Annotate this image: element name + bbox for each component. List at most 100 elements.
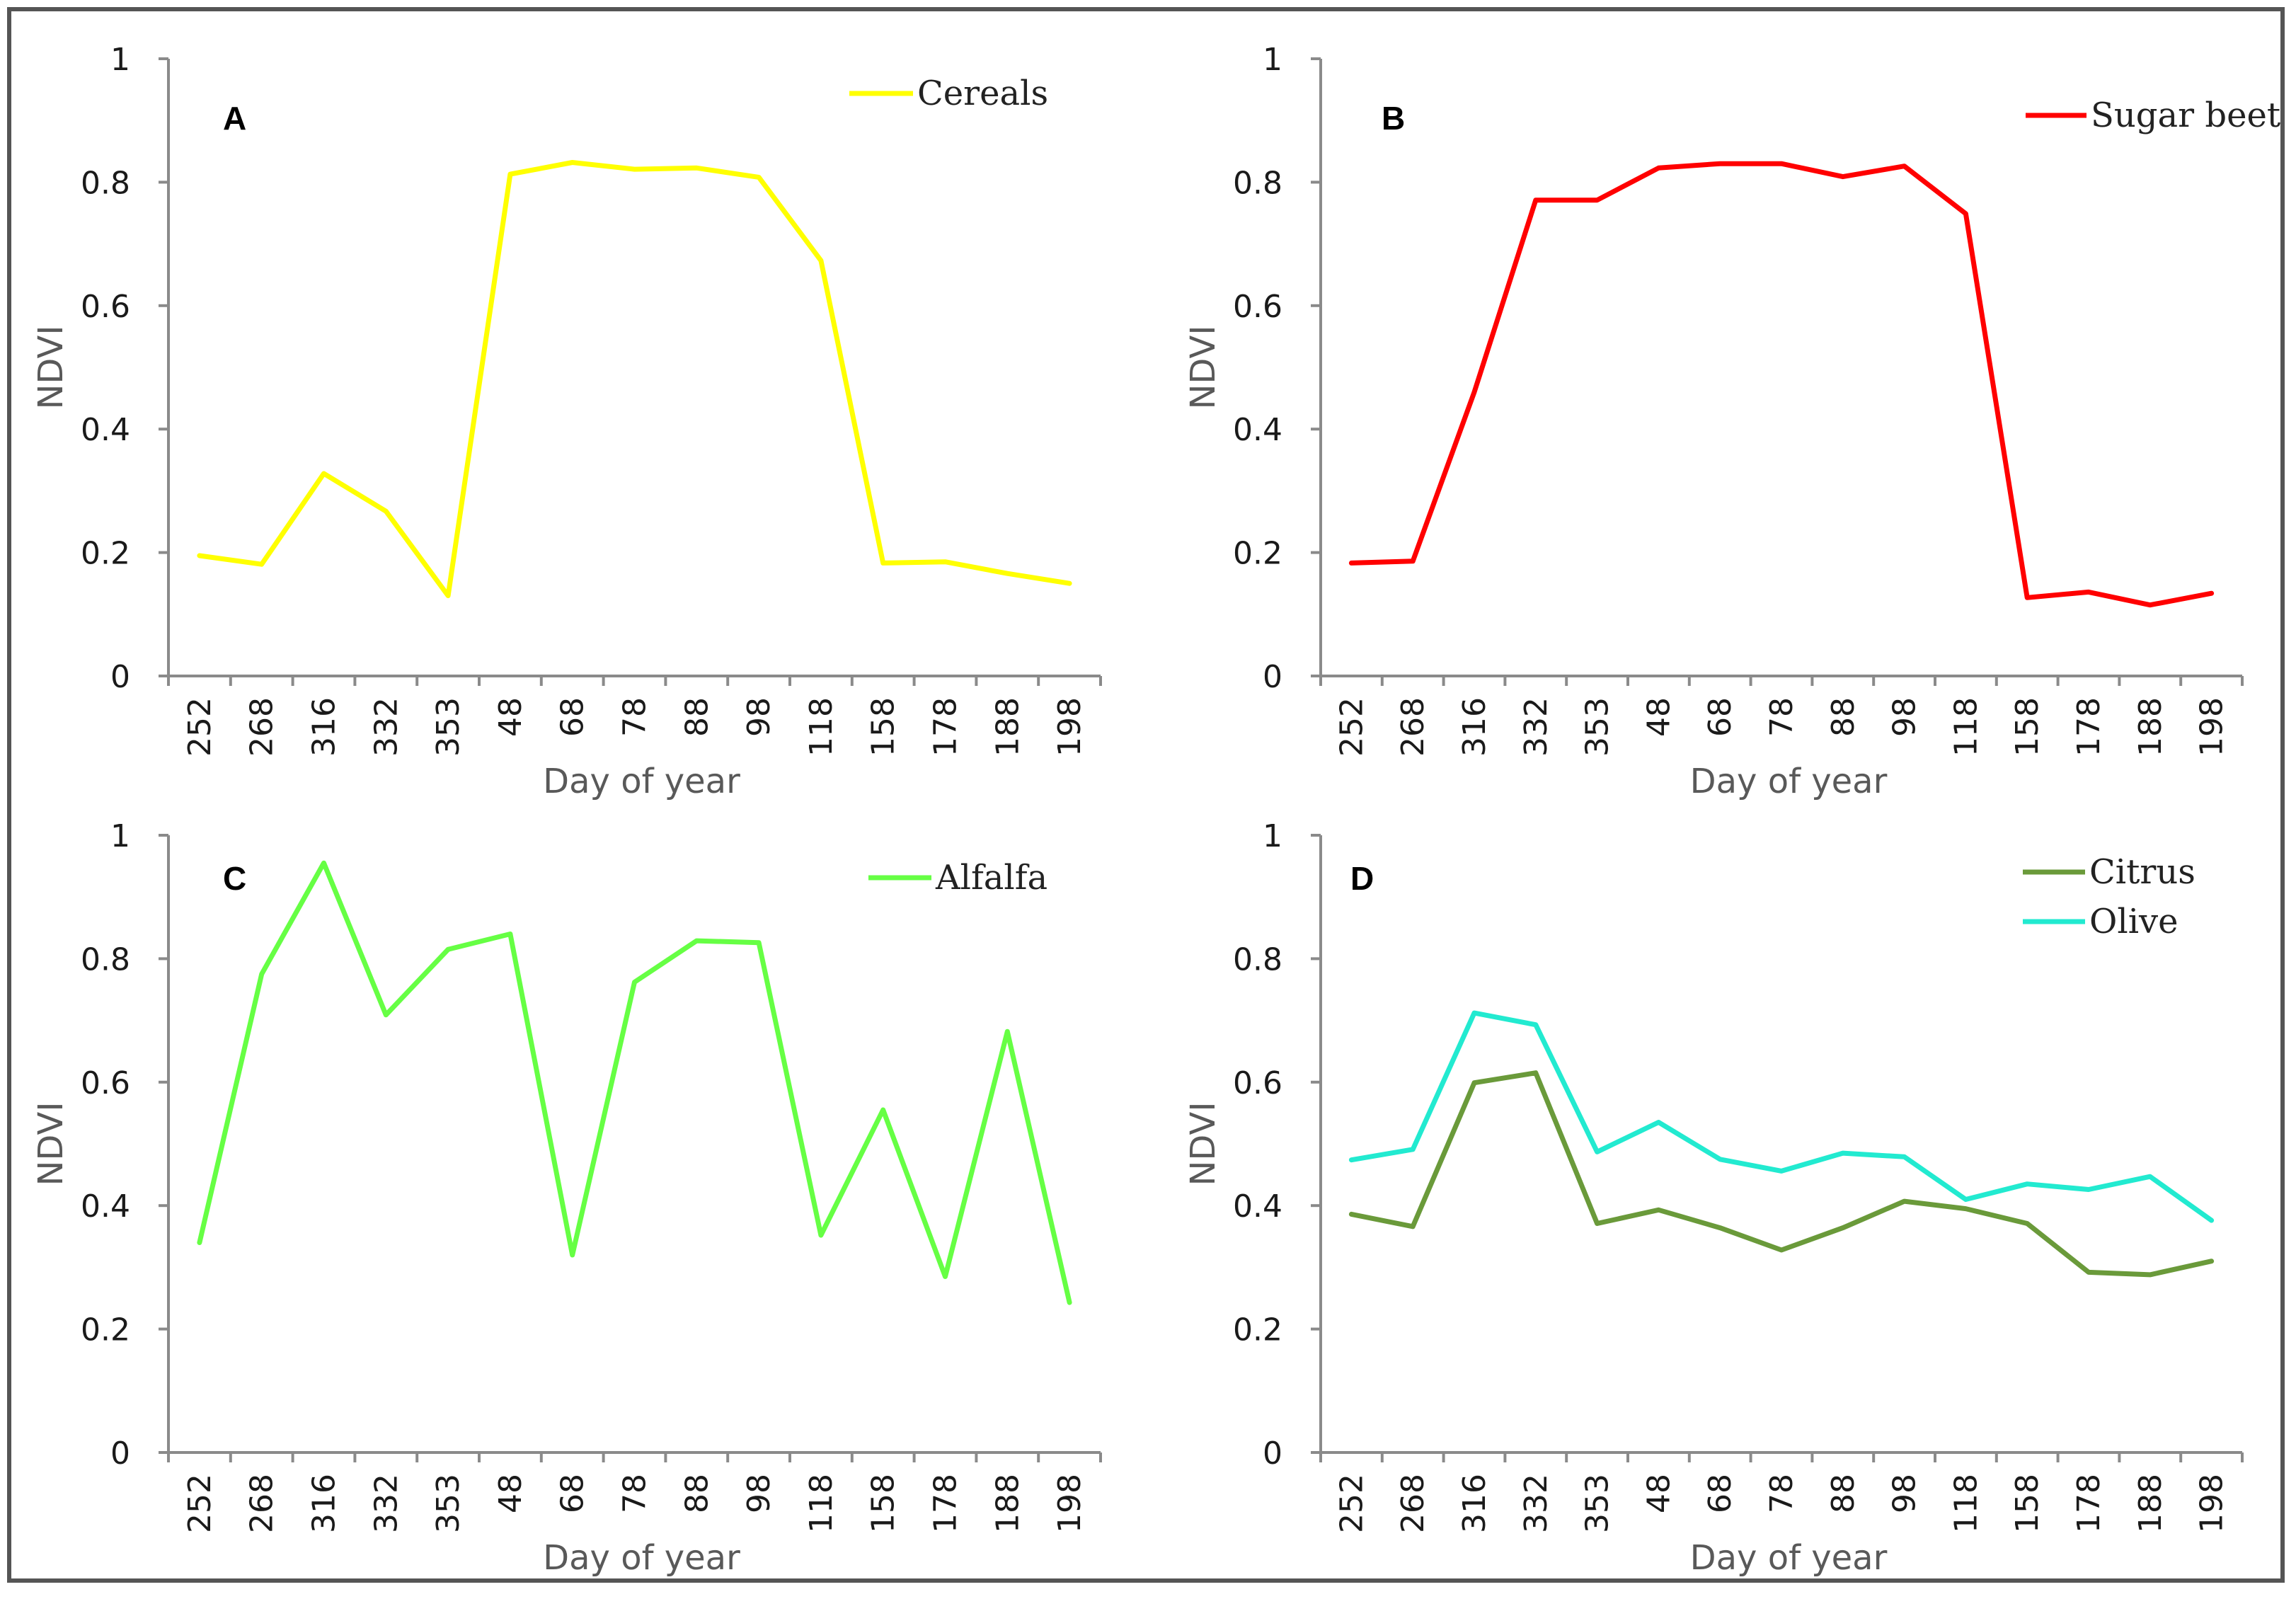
x-tick-label: 353 xyxy=(430,697,466,757)
x-tick-label: 158 xyxy=(866,1474,902,1533)
data-point xyxy=(384,509,389,514)
x-tick-label: 188 xyxy=(989,697,1026,757)
series-line-cereals xyxy=(197,160,1072,599)
data-point xyxy=(1718,1225,1723,1230)
data-point xyxy=(1840,1225,1845,1230)
x-tick-label: 268 xyxy=(1395,1474,1431,1533)
data-point xyxy=(2087,1187,2091,1192)
data-point xyxy=(2147,1272,2152,1277)
x-tick-label: 158 xyxy=(2009,697,2045,757)
x-tick-label: 178 xyxy=(2071,697,2107,757)
x-tick-label: 332 xyxy=(368,1474,404,1533)
data-point xyxy=(2087,1270,2091,1275)
x-tick-label: 88 xyxy=(1825,697,1861,737)
x-tick-label: 188 xyxy=(2133,1474,2169,1533)
x-tick-label: 98 xyxy=(741,1474,777,1513)
data-point xyxy=(757,175,762,180)
x-tick-label: 48 xyxy=(493,697,529,737)
x-tick-label: 353 xyxy=(1580,1474,1616,1533)
x-axis-title: Day of year xyxy=(1690,1538,1888,1578)
data-point xyxy=(1472,1080,1476,1085)
x-tick-label: 48 xyxy=(1641,697,1677,737)
data-point xyxy=(1902,1154,1907,1159)
data-point xyxy=(2025,1221,2030,1226)
x-tick-label: 252 xyxy=(182,1474,218,1533)
data-point xyxy=(1005,1029,1010,1034)
y-tick-label: 0 xyxy=(110,659,130,695)
x-tick-label: 48 xyxy=(1641,1474,1677,1513)
data-point xyxy=(1349,1212,1354,1217)
data-point xyxy=(1595,197,1600,202)
panel-label: B xyxy=(1382,100,1405,137)
data-point xyxy=(1779,161,1784,166)
x-tick-label: 332 xyxy=(368,697,404,757)
data-point xyxy=(880,561,885,566)
x-tick-label: 78 xyxy=(617,1474,653,1513)
x-tick-label: 198 xyxy=(2194,1474,2230,1533)
panel-label: A xyxy=(223,100,246,137)
data-point xyxy=(1533,197,1538,202)
data-point xyxy=(2147,602,2152,607)
legend-label: Cereals xyxy=(917,74,1048,113)
y-axis-title: NDVI xyxy=(31,325,71,409)
data-point xyxy=(2025,595,2030,600)
data-point xyxy=(1840,174,1845,179)
data-point xyxy=(2147,1174,2152,1179)
y-tick-label: 1 xyxy=(1263,818,1282,854)
data-point xyxy=(1779,1247,1784,1252)
data-point xyxy=(1902,164,1907,168)
x-tick-label: 118 xyxy=(803,697,839,757)
x-tick-label: 332 xyxy=(1518,1474,1554,1533)
data-point xyxy=(2025,1181,2030,1186)
data-point xyxy=(507,932,512,936)
data-point xyxy=(259,972,264,977)
data-point xyxy=(1472,389,1476,394)
y-tick-label: 0.4 xyxy=(81,412,130,448)
legend-label: Olive xyxy=(2089,902,2179,941)
series-line-olive xyxy=(1348,1010,2215,1223)
x-tick-label: 316 xyxy=(1457,1474,1493,1533)
panel-label: D xyxy=(1350,860,1374,897)
data-point xyxy=(1656,1208,1661,1213)
y-tick-label: 0.8 xyxy=(81,941,130,978)
data-point xyxy=(1902,1199,1907,1204)
x-tick-label: 68 xyxy=(1702,1474,1738,1513)
data-point xyxy=(321,471,326,476)
data-point xyxy=(446,947,451,952)
data-point xyxy=(2209,591,2214,596)
y-tick-label: 0.2 xyxy=(1233,1312,1282,1348)
legend-label: Citrus xyxy=(2089,852,2195,892)
data-point xyxy=(943,559,948,564)
data-point xyxy=(2209,1218,2214,1223)
x-tick-label: 88 xyxy=(679,1474,715,1513)
y-tick-label: 0.2 xyxy=(81,1312,130,1348)
data-point xyxy=(1533,1070,1538,1075)
x-tick-label: 98 xyxy=(1887,697,1923,737)
data-point xyxy=(321,861,326,866)
y-tick-label: 0.8 xyxy=(81,165,130,201)
data-point xyxy=(1067,1300,1072,1305)
data-point xyxy=(1840,1151,1845,1156)
x-tick-label: 178 xyxy=(928,697,964,757)
data-point xyxy=(570,1252,575,1257)
x-tick-label: 158 xyxy=(866,697,902,757)
data-point xyxy=(694,939,699,944)
x-tick-label: 252 xyxy=(1333,697,1370,757)
x-tick-label: 268 xyxy=(1395,697,1431,757)
x-axis-title: Day of year xyxy=(543,762,740,801)
x-tick-label: 98 xyxy=(1887,1474,1923,1513)
x-tick-label: 68 xyxy=(555,1474,591,1513)
x-tick-label: 268 xyxy=(244,697,280,757)
y-axis-title: NDVI xyxy=(1183,1101,1223,1186)
legend-label: Sugar beet xyxy=(2091,96,2280,135)
x-axis-title: Day of year xyxy=(543,1538,740,1578)
panel-a: 0 0.2 0.4 0.6 0.8 1 252 268 316 332 353 48 68 78 88 98 1… xyxy=(31,42,1102,801)
y-tick-label: 0.8 xyxy=(1233,941,1282,978)
y-tick-label: 0.6 xyxy=(81,289,130,325)
data-point xyxy=(757,940,762,945)
data-point xyxy=(570,160,575,165)
data-point xyxy=(1067,581,1072,586)
data-point xyxy=(818,1233,823,1238)
data-point xyxy=(632,167,637,172)
data-point xyxy=(197,553,202,558)
